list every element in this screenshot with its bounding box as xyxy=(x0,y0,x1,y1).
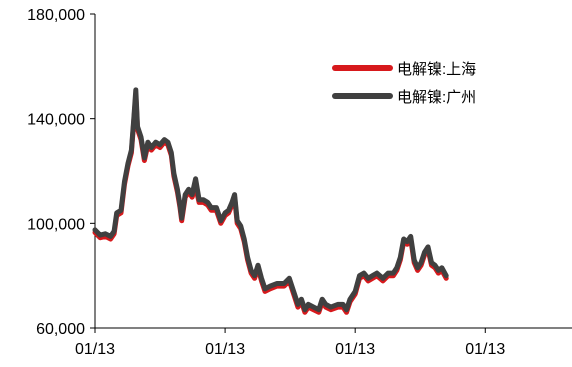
series-lines xyxy=(92,87,449,315)
series-line-2 xyxy=(92,87,449,313)
legend-label-1: 电解镍:上海 xyxy=(397,60,476,78)
legend-label-2: 电解镍:广州 xyxy=(397,88,476,106)
x-tick-label: 01/13 xyxy=(335,341,375,358)
y-tick-label: 180,000 xyxy=(27,7,85,24)
series-line-1 xyxy=(92,92,449,315)
y-tick-label: 100,000 xyxy=(27,216,85,233)
x-tick-label: 01/13 xyxy=(205,341,245,358)
axes: 60,000 100,000 140,000 180,000 01/13 01/13 01/… xyxy=(27,7,572,358)
x-tick-label: 01/13 xyxy=(465,341,505,358)
y-tick-label: 60,000 xyxy=(36,321,85,338)
y-tick-label: 140,000 xyxy=(27,112,85,129)
x-tick-label: 01/13 xyxy=(75,341,115,358)
